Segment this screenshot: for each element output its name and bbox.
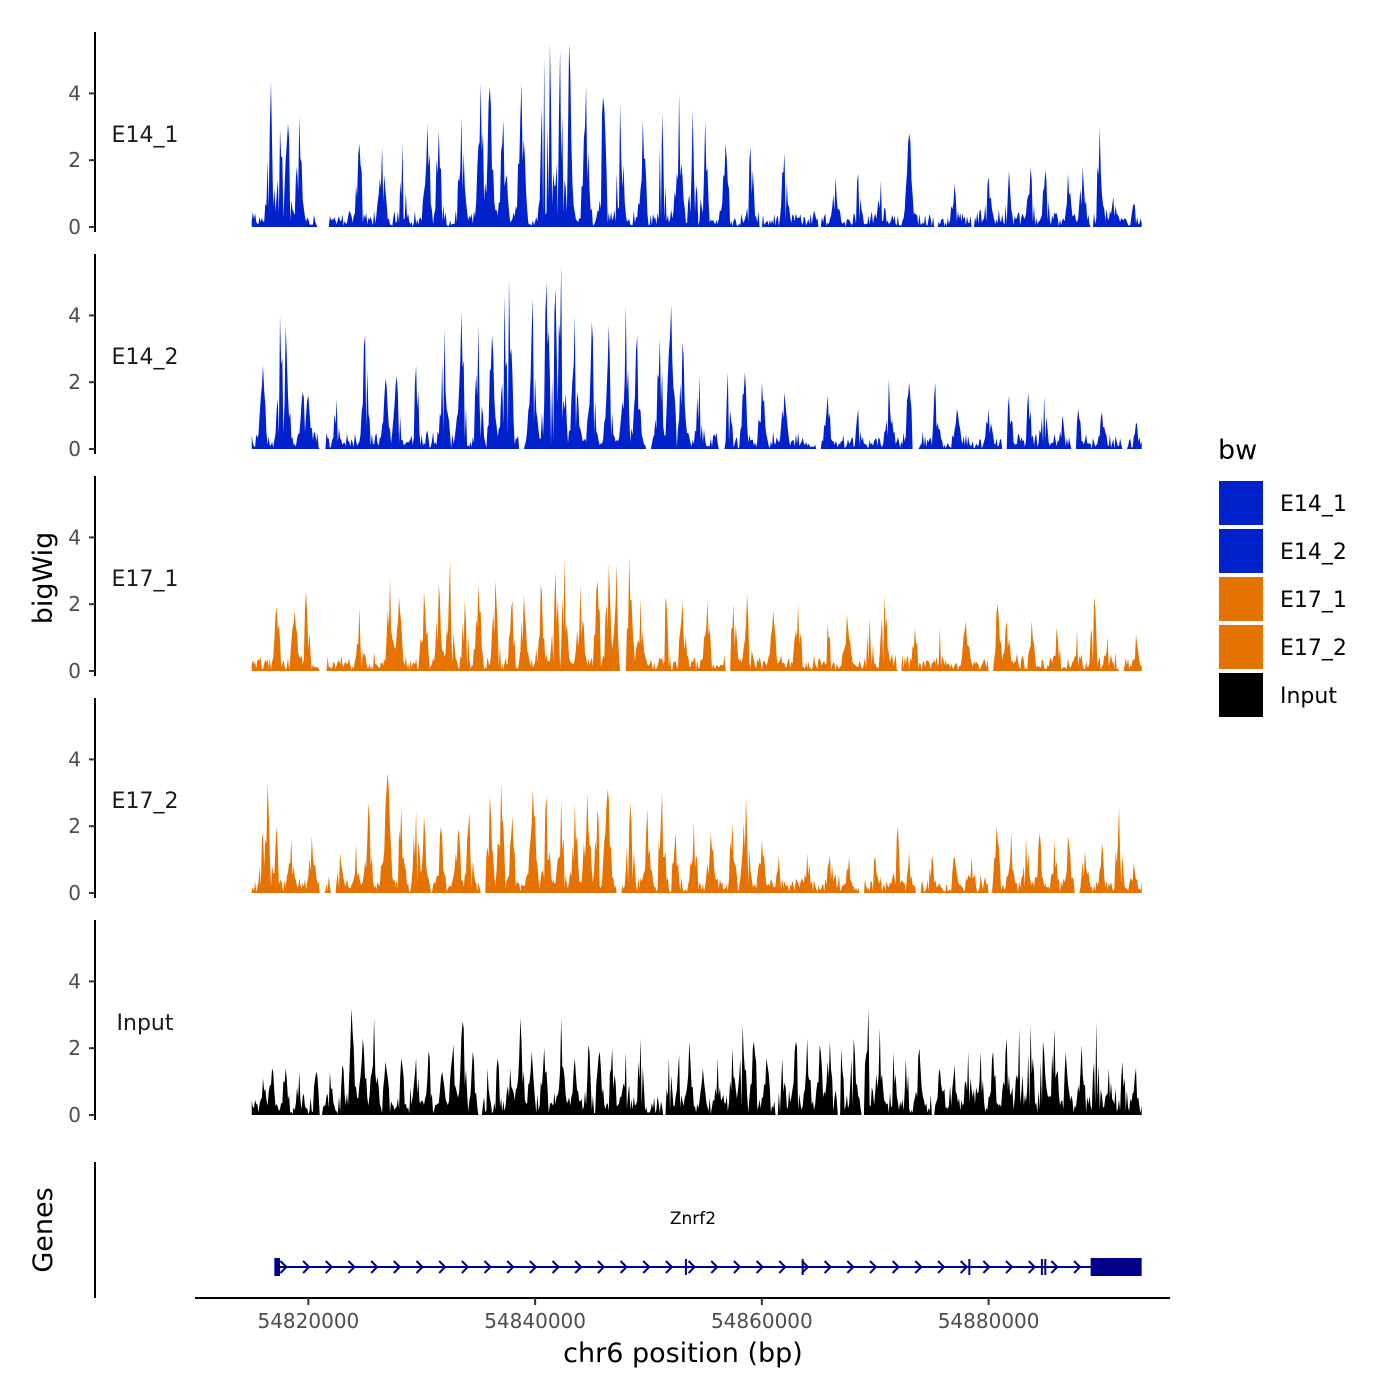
track-label: E17_2 — [112, 789, 179, 814]
y-tick-label: 2 — [68, 592, 81, 616]
y-tick-label: 4 — [68, 303, 81, 327]
exon-block — [1090, 1258, 1142, 1276]
y-tick-label: 0 — [68, 437, 81, 461]
y-tick-label: 0 — [68, 215, 81, 239]
signal-area-e17-1 — [251, 557, 1142, 671]
signal-area-e14-1 — [251, 43, 1142, 227]
legend-swatch-e17-2 — [1217, 623, 1265, 671]
x-tick-label: 54840000 — [484, 1309, 586, 1333]
strand-arrow — [393, 1260, 402, 1274]
legend-swatch-e17-1 — [1217, 575, 1265, 623]
legend-label: E14_2 — [1280, 540, 1347, 565]
strand-arrow — [801, 1260, 810, 1274]
strand-arrow — [687, 1260, 696, 1274]
track-label: E14_1 — [112, 123, 179, 148]
strand-arrow — [1027, 1260, 1037, 1274]
signal-area-input — [251, 1008, 1142, 1115]
x-axis: 54820000 54840000 54860000 54880000 chr6 po… — [195, 1297, 1170, 1369]
strand-arrow — [1050, 1260, 1059, 1274]
y-axis-title: bigWig — [28, 532, 59, 625]
strand-arrow — [914, 1260, 923, 1274]
y-tick-label: 4 — [68, 81, 81, 105]
y-tick-label: 4 — [68, 747, 81, 771]
x-axis-ticks: 54820000 54840000 54860000 54880000 — [257, 1298, 1040, 1333]
strand-arrow — [325, 1260, 334, 1274]
strand-arrow — [710, 1260, 719, 1274]
strand-arrow — [574, 1260, 583, 1274]
signal-area-e17-2 — [251, 772, 1142, 893]
strand-arrow — [665, 1260, 674, 1274]
y-tick-label: 4 — [68, 525, 81, 549]
strand-arrow — [982, 1260, 991, 1274]
strand-arrow — [937, 1260, 946, 1274]
strand-arrow — [1005, 1260, 1014, 1274]
legend-label: E14_1 — [1280, 492, 1347, 517]
track-label: Input — [117, 1011, 174, 1036]
strand-arrow — [778, 1260, 787, 1274]
strand-arrow — [891, 1260, 901, 1274]
legend-items: E14_1 E14_2 E17_1 E17_2 Input — [1217, 479, 1347, 719]
x-tick-label: 54860000 — [711, 1309, 813, 1333]
y-tick-label: 0 — [68, 1103, 81, 1127]
legend-label: Input — [1280, 684, 1337, 709]
strand-arrow — [642, 1260, 651, 1274]
track-e14-1: 0 2 4 E14_1 — [68, 32, 1142, 239]
strand-arrow — [755, 1260, 765, 1274]
track-label: E14_2 — [112, 345, 179, 370]
strand-arrow — [619, 1260, 628, 1274]
strand-arrow — [733, 1260, 742, 1274]
strand-arrow — [370, 1260, 379, 1274]
gene-model — [274, 1258, 1142, 1276]
strand-arrow — [415, 1260, 424, 1274]
x-axis-title: chr6 position (bp) — [563, 1338, 803, 1369]
legend-label: E17_2 — [1280, 636, 1347, 661]
legend: bw E14_1 E14_2 E17_1 E17_2 Input — [1217, 435, 1347, 719]
strand-arrow — [438, 1260, 447, 1274]
legend-title: bw — [1218, 435, 1257, 466]
exon-block — [274, 1258, 281, 1276]
track-e14-2: 0 2 4 E14_2 — [68, 254, 1142, 461]
track-input: 0 2 4 Input — [68, 920, 1142, 1127]
legend-swatch-e14-2 — [1217, 527, 1265, 575]
strand-arrow — [279, 1260, 288, 1274]
strand-arrow — [597, 1260, 606, 1274]
strand-arrow — [506, 1260, 515, 1274]
y-tick-label: 0 — [68, 659, 81, 683]
strand-arrow — [846, 1260, 855, 1274]
legend-swatch-input — [1217, 671, 1265, 719]
x-tick-label: 54880000 — [938, 1309, 1040, 1333]
strand-arrow — [347, 1260, 356, 1274]
y-tick-label: 4 — [68, 969, 81, 993]
legend-label: E17_1 — [1280, 588, 1347, 613]
y-tick-label: 2 — [68, 1036, 81, 1060]
gene-name-label: Znrf2 — [670, 1209, 716, 1229]
genes-axis-title: Genes — [28, 1187, 59, 1272]
bigwig-tracks: 0 2 4 E14_1 0 2 4 E14_2 0 2 4 E17_1 0 2 4 E17_2 0 2 4 Input — [68, 32, 1142, 1127]
strand-arrow — [551, 1260, 560, 1274]
strand-arrow — [823, 1260, 833, 1274]
y-tick-label: 2 — [68, 814, 81, 838]
strand-arrow — [869, 1260, 878, 1274]
y-tick-label: 0 — [68, 881, 81, 905]
y-tick-label: 2 — [68, 148, 81, 172]
track-label: E17_1 — [112, 567, 179, 592]
strand-arrow — [483, 1260, 492, 1274]
gene-panel: Genes Znrf2 — [28, 1162, 1142, 1298]
strand-arrow — [529, 1260, 538, 1274]
strand-arrow — [959, 1260, 969, 1274]
strand-arrow — [302, 1260, 311, 1274]
track-e17-2: 0 2 4 E17_2 — [68, 698, 1142, 905]
signal-area-e14-2 — [251, 265, 1142, 449]
strand-arrow — [1073, 1260, 1082, 1274]
x-tick-label: 54820000 — [257, 1309, 359, 1333]
legend-swatch-e14-1 — [1217, 479, 1265, 527]
strand-arrow — [461, 1260, 470, 1274]
track-e17-1: 0 2 4 E17_1 — [68, 476, 1142, 683]
y-tick-label: 2 — [68, 370, 81, 394]
